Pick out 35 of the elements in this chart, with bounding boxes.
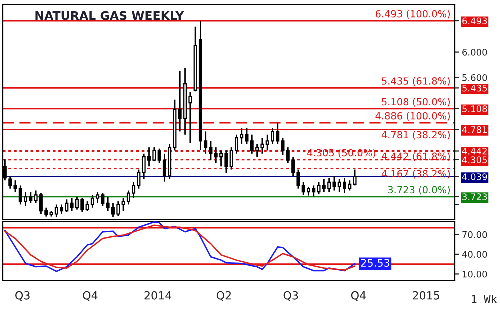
text: 1 Wk <box>472 295 498 304</box>
y-tick-label: 5.435 <box>462 84 487 92</box>
x-tick-label: Q4 <box>351 291 366 302</box>
y-tick-label: 3.723 <box>462 194 488 200</box>
data-label: 25.53 <box>361 259 390 268</box>
x-tick-label: Q2 <box>216 291 232 302</box>
candlestick <box>8 175 12 190</box>
y-tick-label: 40.00 <box>462 251 488 258</box>
x-tick-label: 2015 <box>413 291 440 300</box>
x-tick-label: 2014 <box>144 291 172 300</box>
x-tick-label: Q3 <box>284 291 298 302</box>
x-tick-label: Q4 <box>83 291 98 302</box>
candlestick <box>353 169 357 186</box>
ref-line-label: 5.108 (50.0%) <box>382 98 450 107</box>
y-tick-label: 70.00 <box>462 231 488 238</box>
ref-line-label: 4.442 (61.8%) <box>382 152 450 162</box>
y-tick-label: 5.600 <box>462 74 488 82</box>
candlestick <box>245 128 249 146</box>
y-tick-label: 6.000 <box>462 49 488 56</box>
ref-line-label: 6.493 (100.0%) <box>376 10 450 19</box>
ref-line-label: 4.781 (38.2%) <box>382 131 450 140</box>
x-tick-label: Q3 <box>16 291 30 302</box>
y-tick-label: 4.039 <box>462 174 488 180</box>
ref-line-label: 3.723 (0.0%) <box>388 186 450 195</box>
y-tick-label: 5.108 <box>462 106 488 113</box>
ref-line-label: 5.435 (61.8%) <box>382 77 450 86</box>
candlestick <box>14 180 18 193</box>
y-tick-label: 4.781 <box>462 126 487 134</box>
y-tick-label: 4.442 <box>462 148 487 155</box>
y-tick-label: 6.493 <box>462 18 488 25</box>
y-tick-label: 4.305 <box>462 156 487 164</box>
chart-title: NATURAL GAS WEEKLY <box>36 11 184 20</box>
y-tick-label: 10.00 <box>462 270 488 278</box>
candlestick <box>209 140 213 161</box>
ref-line-label: 4.886 (100.0%) <box>376 112 450 121</box>
